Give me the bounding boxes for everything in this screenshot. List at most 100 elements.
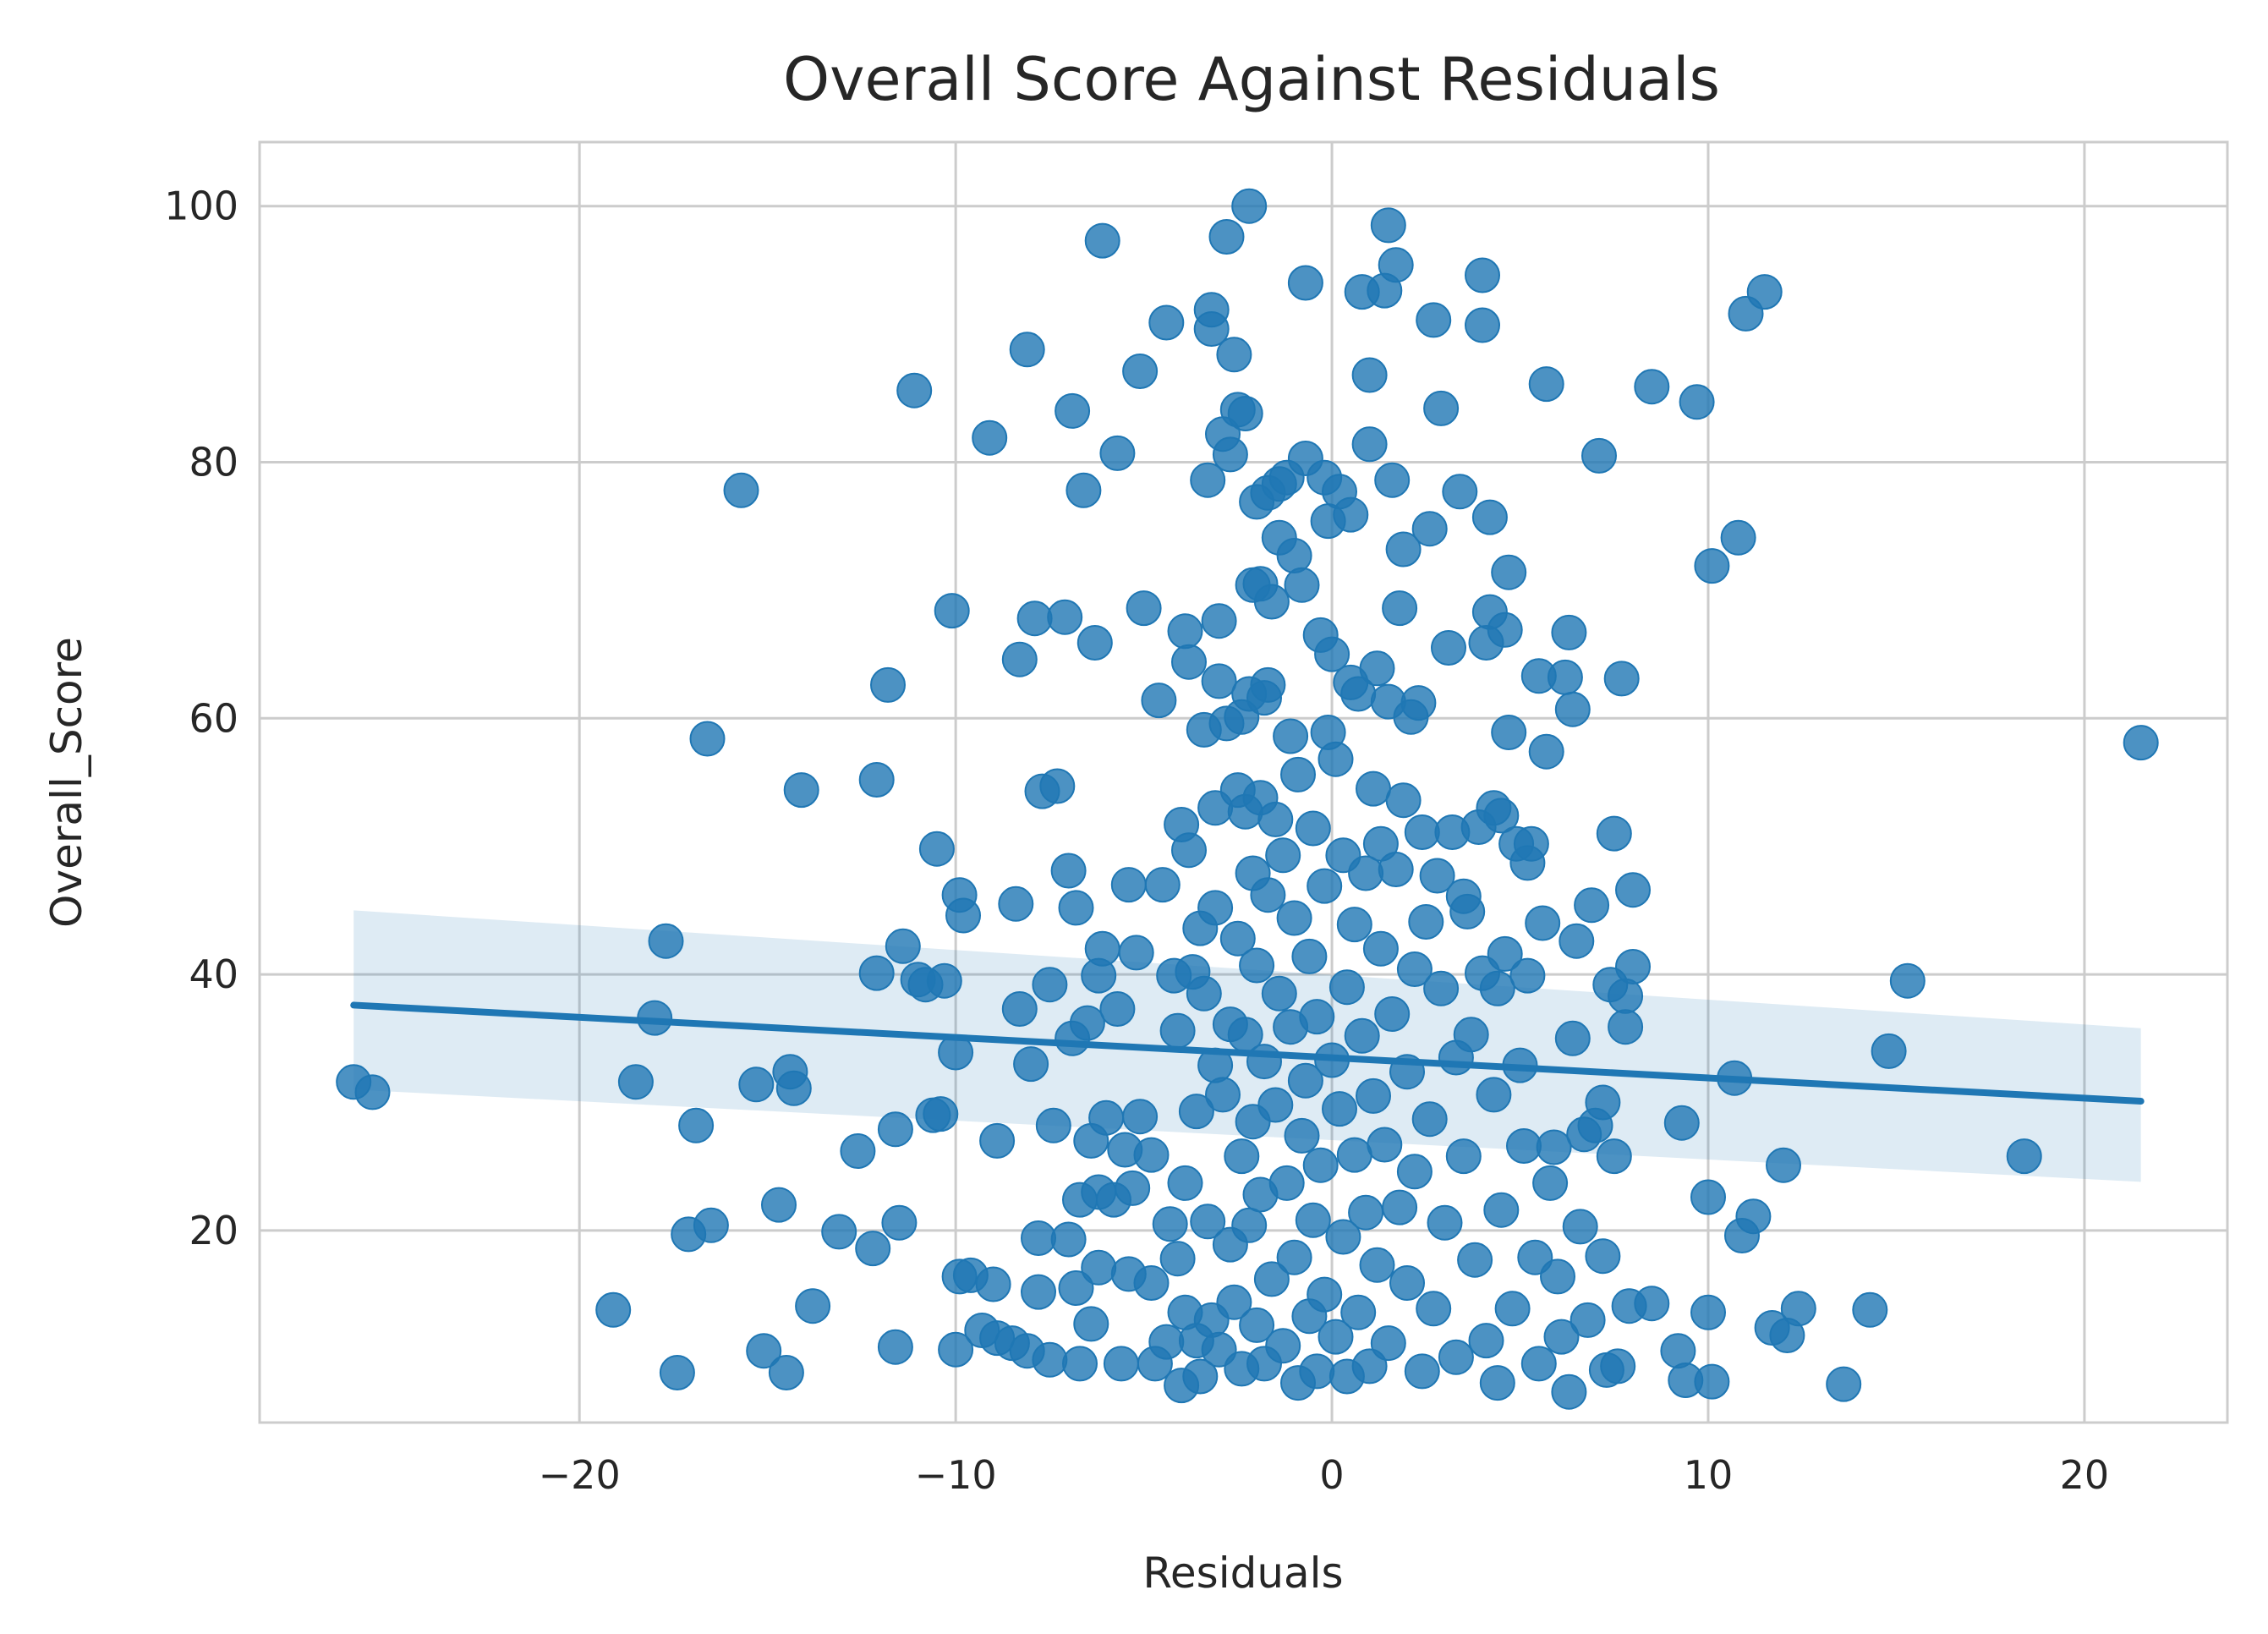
data-point bbox=[1148, 1324, 1185, 1360]
data-point bbox=[1216, 1284, 1252, 1320]
data-point bbox=[1416, 1291, 1452, 1327]
data-point bbox=[1608, 978, 1644, 1014]
data-point bbox=[1570, 1302, 1606, 1338]
data-point bbox=[1344, 1017, 1380, 1054]
y-axis-label: Overall_Score bbox=[42, 637, 91, 928]
data-point bbox=[1431, 630, 1466, 666]
data-point bbox=[1239, 1307, 1275, 1343]
data-point bbox=[795, 1288, 831, 1324]
data-point bbox=[979, 1122, 1016, 1159]
data-point bbox=[1679, 384, 1715, 420]
data-point bbox=[1520, 1346, 1557, 1382]
x-tick-labels: −20 −10 0 10 20 bbox=[539, 1452, 2110, 1498]
data-point bbox=[678, 1107, 715, 1143]
data-point bbox=[945, 897, 981, 934]
data-point bbox=[1634, 369, 1670, 405]
data-point bbox=[659, 1355, 695, 1390]
data-point bbox=[1073, 1306, 1109, 1342]
data-point bbox=[1280, 756, 1316, 792]
data-point bbox=[1265, 1328, 1301, 1364]
data-point bbox=[1509, 957, 1546, 994]
data-point bbox=[855, 1231, 891, 1267]
data-point bbox=[1021, 1220, 1056, 1256]
data-point bbox=[870, 666, 906, 703]
data-point bbox=[1356, 770, 1391, 807]
data-point bbox=[1268, 1165, 1305, 1201]
data-point bbox=[1167, 613, 1203, 650]
data-point bbox=[671, 1216, 707, 1253]
data-point bbox=[1257, 1087, 1294, 1123]
data-point bbox=[1513, 825, 1549, 862]
data-point bbox=[821, 1214, 857, 1250]
data-point bbox=[1370, 1325, 1406, 1362]
data-point bbox=[1445, 1138, 1482, 1175]
data-point bbox=[1690, 1179, 1726, 1215]
data-point bbox=[1201, 603, 1237, 639]
data-point bbox=[783, 772, 819, 809]
data-point bbox=[975, 1266, 1011, 1302]
data-point bbox=[1378, 247, 1414, 283]
data-point bbox=[1284, 1117, 1320, 1154]
data-point bbox=[595, 1291, 632, 1328]
data-point bbox=[1547, 659, 1583, 695]
data-point bbox=[1197, 890, 1234, 926]
data-point bbox=[1058, 1270, 1094, 1306]
data-point bbox=[1532, 1165, 1569, 1201]
data-point bbox=[1453, 1017, 1489, 1053]
data-point bbox=[1663, 1105, 1700, 1141]
data-point bbox=[1276, 900, 1312, 936]
data-point bbox=[1449, 893, 1486, 929]
data-point bbox=[723, 472, 759, 508]
data-point bbox=[1735, 1198, 1772, 1235]
data-point bbox=[1167, 1165, 1203, 1201]
data-point bbox=[1351, 1348, 1388, 1385]
data-point bbox=[1314, 636, 1350, 672]
data-point bbox=[1133, 1265, 1170, 1301]
data-point bbox=[1159, 1241, 1196, 1277]
scatter-points bbox=[336, 188, 2159, 1410]
data-point bbox=[1551, 1374, 1587, 1410]
data-point bbox=[1084, 222, 1120, 259]
data-point bbox=[1302, 1147, 1339, 1183]
data-point bbox=[972, 419, 1008, 456]
data-point bbox=[746, 1333, 782, 1369]
data-point bbox=[1374, 462, 1411, 498]
data-point bbox=[1720, 519, 1756, 556]
data-point bbox=[1066, 472, 1102, 508]
data-point bbox=[1295, 1202, 1331, 1238]
data-point bbox=[1047, 599, 1083, 635]
data-point bbox=[1336, 1137, 1372, 1173]
data-point bbox=[938, 1331, 974, 1368]
data-point bbox=[738, 1066, 775, 1103]
data-point bbox=[1359, 650, 1395, 687]
y-tick-label: 80 bbox=[189, 440, 238, 485]
data-point bbox=[1374, 996, 1411, 1032]
data-point bbox=[1382, 590, 1418, 627]
data-point bbox=[1062, 1346, 1098, 1382]
data-point bbox=[1307, 1276, 1343, 1313]
data-point bbox=[1178, 1094, 1214, 1130]
data-point bbox=[1351, 357, 1388, 393]
data-point bbox=[1889, 962, 1926, 999]
data-point bbox=[1416, 302, 1452, 338]
data-point bbox=[926, 962, 962, 999]
data-point bbox=[768, 1355, 804, 1390]
data-point bbox=[1780, 1291, 1816, 1327]
data-point bbox=[1227, 396, 1263, 431]
data-point bbox=[1476, 1077, 1512, 1113]
data-point bbox=[1408, 904, 1444, 940]
data-point bbox=[1201, 663, 1237, 699]
data-point bbox=[1562, 1209, 1598, 1245]
data-point bbox=[1182, 1358, 1219, 1395]
data-point bbox=[1250, 877, 1286, 913]
data-point bbox=[1608, 1009, 1644, 1045]
data-point bbox=[1193, 311, 1230, 347]
x-tick-label: 0 bbox=[1319, 1452, 1344, 1498]
data-point bbox=[1559, 923, 1595, 959]
data-point bbox=[1276, 538, 1312, 573]
data-point bbox=[1465, 257, 1500, 293]
data-point bbox=[1554, 1020, 1591, 1056]
data-point bbox=[1465, 307, 1500, 343]
data-point bbox=[1427, 1204, 1463, 1241]
